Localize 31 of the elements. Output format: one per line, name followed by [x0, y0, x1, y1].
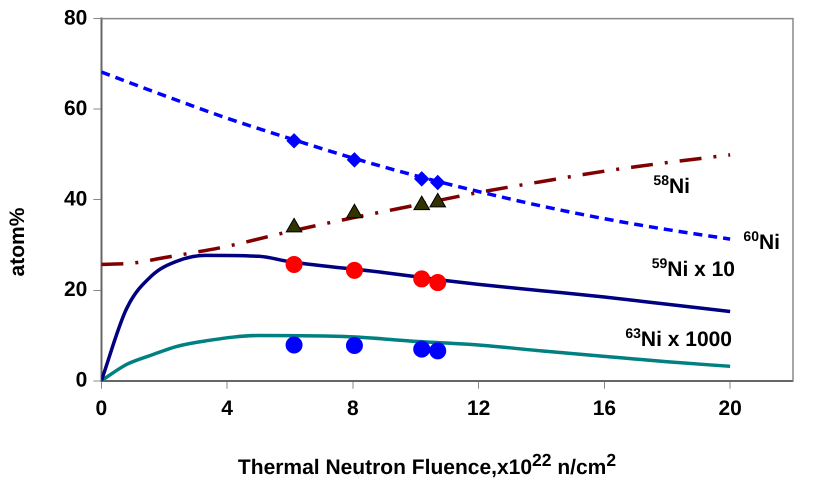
y-tick-label: 0	[76, 368, 88, 392]
point	[429, 342, 446, 360]
series-label: $^{60}$Ni	[743, 228, 780, 254]
series-label: $^{59}$Ni x 10	[652, 255, 735, 281]
y-tick-label: 60	[64, 96, 88, 120]
line-series	[101, 254, 732, 381]
x-axis-title: Thermal Neutron Fluence,x10$^{22}$ n/cm$^{2}$	[236, 450, 618, 480]
series-label: $^{63}$Ni x 1000	[625, 325, 732, 351]
x-tick-label: 0	[96, 397, 108, 420]
y-axis-title: atom%	[6, 206, 30, 278]
x-tick-label: 8	[347, 397, 360, 420]
point	[413, 340, 430, 358]
x-tick-label: 16	[592, 397, 616, 420]
series-label: $^{58}$Ni	[653, 172, 690, 198]
point	[346, 262, 363, 279]
point	[430, 174, 446, 190]
x-tick-label: 20	[718, 397, 742, 420]
x-tick-label: 12	[466, 397, 490, 420]
point	[429, 274, 446, 292]
point	[413, 270, 430, 288]
y-tick-label: 40	[64, 187, 88, 210]
point	[286, 133, 302, 148]
x-tick-label: 4	[221, 397, 234, 420]
y-tick-label: 80	[64, 6, 88, 30]
line-series	[101, 70, 732, 241]
point	[346, 336, 363, 354]
point	[346, 152, 362, 168]
y-tick-label: 20	[64, 278, 88, 302]
point	[286, 336, 303, 354]
point	[286, 256, 303, 273]
point	[414, 171, 430, 186]
